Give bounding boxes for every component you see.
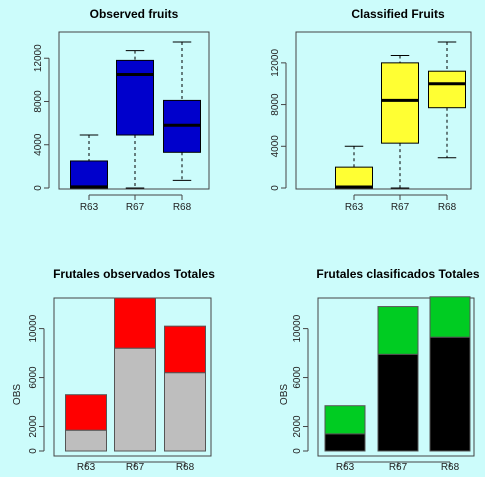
x-tick-label: R67 bbox=[126, 202, 145, 213]
y-tick-label: 0 bbox=[33, 185, 44, 191]
chart-title: Frutales clasificados Totales bbox=[316, 267, 479, 281]
y-tick-label: 12000 bbox=[33, 44, 44, 72]
x-tick-label: R67 bbox=[126, 462, 145, 473]
y-axis-label: OBS bbox=[279, 384, 290, 405]
plot-frame bbox=[317, 297, 475, 457]
y-tick-label: 12000 bbox=[270, 49, 281, 77]
y-tick-label: 4000 bbox=[33, 133, 44, 156]
chart-title: Observed fruits bbox=[90, 7, 179, 21]
y-tick-label: 8000 bbox=[270, 93, 281, 116]
y-tick-label: 6000 bbox=[28, 366, 39, 389]
x-tick-label: R63 bbox=[80, 202, 99, 213]
y-tick-label: 2000 bbox=[292, 415, 303, 438]
chart-title: Classified Fruits bbox=[351, 7, 445, 21]
x-tick-label: R67 bbox=[391, 202, 410, 213]
x-tick-label: R67 bbox=[389, 462, 408, 473]
panel-observed-fruits: Observed fruits 0 4000 8000 12000 R63 R67 R68 bbox=[33, 7, 210, 213]
x-tick-label: R68 bbox=[173, 202, 192, 213]
panel-classified-fruits: Classified Fruits 0 4000 8000 12000 R63 R67 R68 bbox=[270, 7, 472, 213]
y-tick-label: 4000 bbox=[270, 135, 281, 158]
box-iqr bbox=[70, 160, 108, 189]
y-axis-label: OBS bbox=[12, 384, 23, 405]
plot-frame bbox=[295, 31, 472, 190]
bar-segment-0 bbox=[65, 429, 107, 452]
plot-frame bbox=[58, 31, 210, 190]
x-tick-label: R63 bbox=[77, 462, 96, 473]
x-tick-label: R68 bbox=[176, 462, 195, 473]
bar-segment-0 bbox=[114, 347, 156, 452]
bar-segment-1 bbox=[164, 325, 206, 374]
bar-segment-1 bbox=[429, 296, 471, 338]
box-iqr bbox=[428, 70, 466, 109]
y-tick-label: 0 bbox=[28, 448, 39, 454]
box-iqr bbox=[335, 166, 373, 189]
bar-segment-1 bbox=[65, 394, 107, 431]
bar-segment-0 bbox=[324, 433, 366, 452]
bar-segment-0 bbox=[164, 372, 206, 452]
bar-segment-1 bbox=[114, 297, 156, 349]
y-tick-label: 6000 bbox=[292, 366, 303, 389]
box-iqr bbox=[116, 59, 154, 136]
x-tick-label: R63 bbox=[345, 202, 364, 213]
x-tick-label: R68 bbox=[441, 462, 460, 473]
bar-segment-0 bbox=[377, 353, 419, 452]
bar-segment-1 bbox=[324, 405, 366, 435]
y-tick-label: 0 bbox=[270, 185, 281, 191]
y-tick-label: 0 bbox=[292, 448, 303, 454]
panel-frutales-observados: Frutales observados Totales 0 2000 6000 1000… bbox=[12, 267, 215, 473]
y-tick-label: 8000 bbox=[33, 90, 44, 113]
box-iqr bbox=[381, 62, 419, 144]
panel-frutales-clasificados: Frutales clasificados Totales 0 2000 6000 10… bbox=[279, 267, 480, 473]
chart-title: Frutales observados Totales bbox=[53, 267, 215, 281]
y-tick-label: 10000 bbox=[28, 314, 39, 342]
x-tick-label: R68 bbox=[438, 202, 457, 213]
bar-segment-0 bbox=[429, 336, 471, 452]
bar-segment-1 bbox=[377, 306, 419, 355]
y-tick-label: 10000 bbox=[292, 314, 303, 342]
x-tick-label: R63 bbox=[336, 462, 355, 473]
y-tick-label: 2000 bbox=[28, 415, 39, 438]
